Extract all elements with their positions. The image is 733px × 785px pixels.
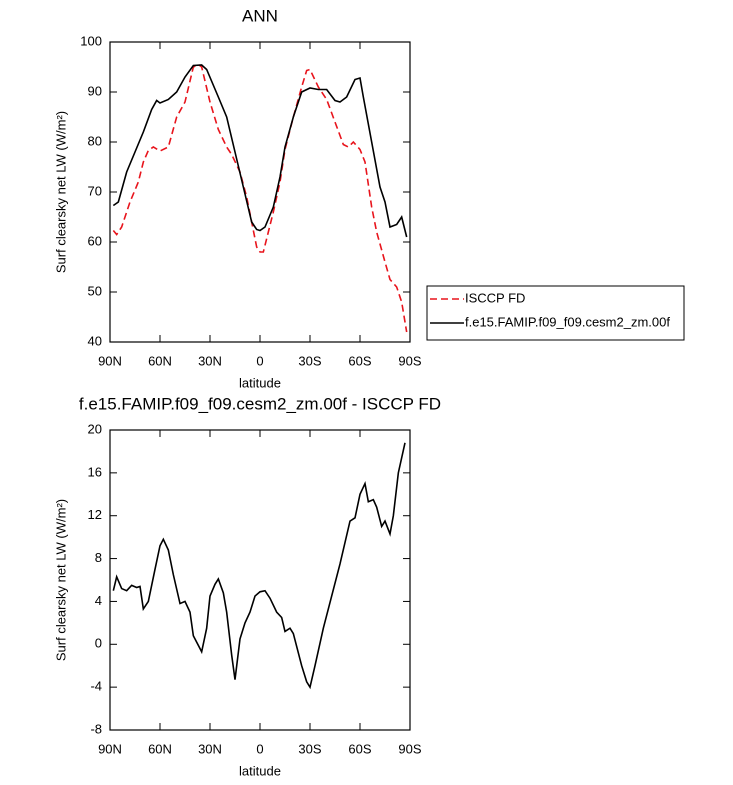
- y-axis-label: Surf clearsky net LW (W/m²): [53, 499, 68, 661]
- y-tick-label: 70: [88, 183, 102, 198]
- line: [112, 442, 406, 690]
- x-tick-label: 0: [256, 353, 263, 368]
- x-tick-label: 90N: [98, 353, 122, 368]
- legend-label: ISCCP FD: [465, 290, 525, 305]
- legend-box: [426, 285, 685, 341]
- y-tick-label: 90: [88, 83, 102, 98]
- x-tick-label: 60S: [348, 353, 371, 368]
- x-axis-label: latitude: [239, 375, 281, 390]
- y-tick-label: 20: [88, 421, 102, 436]
- y-tick-label: 8: [95, 550, 102, 565]
- y-tick-label: 4: [95, 593, 102, 608]
- y-tick-label: 80: [88, 133, 102, 148]
- y-tick-label: 100: [80, 33, 102, 48]
- y-tick-label: 16: [88, 464, 102, 479]
- x-tick-label: 60N: [148, 353, 172, 368]
- y-tick-label: 50: [88, 283, 102, 298]
- x-tick-label: 60N: [148, 741, 172, 756]
- y-axis-label: Surf clearsky net LW (W/m²): [53, 111, 68, 273]
- x-tick-label: 90S: [398, 741, 421, 756]
- line: [112, 64, 408, 238]
- y-tick-label: -4: [90, 679, 102, 694]
- x-tick-label: 30N: [198, 741, 222, 756]
- x-tick-label: 30S: [298, 741, 321, 756]
- line: [112, 63, 408, 333]
- chart-title: ANN: [242, 6, 278, 25]
- x-tick-label: 90S: [398, 353, 421, 368]
- x-tick-label: 30N: [198, 353, 222, 368]
- x-tick-label: 60S: [348, 741, 371, 756]
- x-tick-label: 0: [256, 741, 263, 756]
- plot-frame: [109, 41, 411, 343]
- legend-label: f.e15.FAMIP.f09_f09.cesm2_zm.00f: [465, 314, 670, 329]
- y-tick-label: 0: [95, 636, 102, 651]
- x-tick-label: 30S: [298, 353, 321, 368]
- y-tick-label: -8: [90, 721, 102, 736]
- chart-title: f.e15.FAMIP.f09_f09.cesm2_zm.00f - ISCCP…: [79, 394, 441, 413]
- y-tick-label: 40: [88, 333, 102, 348]
- x-tick-label: 90N: [98, 741, 122, 756]
- y-tick-label: 60: [88, 233, 102, 248]
- plot-frame: [109, 429, 411, 731]
- y-tick-label: 12: [88, 507, 102, 522]
- x-axis-label: latitude: [239, 763, 281, 778]
